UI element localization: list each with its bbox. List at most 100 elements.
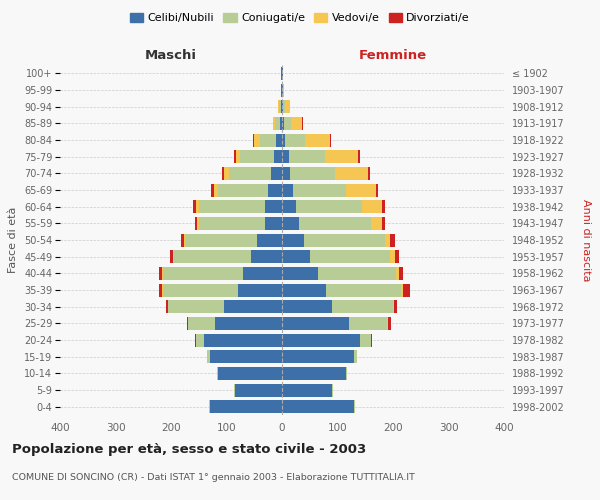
Bar <box>234 150 236 163</box>
Text: Popolazione per età, sesso e stato civile - 2003: Popolazione per età, sesso e stato civil… <box>12 442 366 456</box>
Bar <box>282 284 326 296</box>
Bar <box>302 117 303 130</box>
Bar <box>207 350 210 363</box>
Bar <box>283 84 284 96</box>
Bar <box>168 300 224 313</box>
Bar <box>272 117 275 130</box>
Bar <box>325 150 358 163</box>
Bar <box>282 300 332 313</box>
Bar <box>253 134 254 146</box>
Bar <box>170 250 173 263</box>
Bar <box>274 150 282 163</box>
Bar <box>286 134 305 146</box>
Bar <box>349 317 388 330</box>
Bar <box>222 167 224 180</box>
Bar <box>282 167 290 180</box>
Bar <box>197 217 199 230</box>
Bar <box>181 234 184 246</box>
Bar <box>210 400 282 413</box>
Bar <box>174 250 251 263</box>
Bar <box>282 317 349 330</box>
Bar <box>282 367 346 380</box>
Bar <box>282 217 299 230</box>
Bar <box>296 200 362 213</box>
Text: COMUNE DI SONCINO (CR) - Dati ISTAT 1° gennaio 2003 - Elaborazione TUTTITALIA.IT: COMUNE DI SONCINO (CR) - Dati ISTAT 1° g… <box>12 472 415 482</box>
Bar <box>260 134 277 146</box>
Bar <box>159 267 161 280</box>
Bar <box>291 117 302 130</box>
Bar <box>210 350 282 363</box>
Bar <box>393 300 394 313</box>
Bar <box>188 317 215 330</box>
Bar <box>281 100 282 113</box>
Bar <box>332 384 333 396</box>
Bar <box>290 167 335 180</box>
Bar <box>271 167 282 180</box>
Bar <box>368 167 370 180</box>
Bar <box>326 284 401 296</box>
Bar <box>310 250 390 263</box>
Bar <box>382 217 385 230</box>
Bar <box>193 200 196 213</box>
Bar <box>196 334 204 346</box>
Bar <box>299 217 371 230</box>
Bar <box>401 284 403 296</box>
Bar <box>163 284 238 296</box>
Bar <box>184 234 185 246</box>
Bar <box>282 100 283 113</box>
Bar <box>346 367 347 380</box>
Bar <box>185 234 257 246</box>
Bar <box>214 184 218 196</box>
Bar <box>283 100 286 113</box>
Bar <box>173 250 174 263</box>
Bar <box>278 100 279 113</box>
Bar <box>215 317 282 330</box>
Bar <box>284 117 291 130</box>
Bar <box>209 400 210 413</box>
Bar <box>382 200 385 213</box>
Bar <box>251 250 282 263</box>
Bar <box>280 117 282 130</box>
Bar <box>161 267 163 280</box>
Bar <box>234 384 235 396</box>
Bar <box>385 234 390 246</box>
Bar <box>305 134 330 146</box>
Bar <box>282 334 360 346</box>
Bar <box>395 250 399 263</box>
Bar <box>394 300 397 313</box>
Bar <box>282 150 289 163</box>
Legend: Celibi/Nubili, Coniugati/e, Vedovi/e, Divorziati/e: Celibi/Nubili, Coniugati/e, Vedovi/e, Di… <box>128 10 472 26</box>
Bar <box>199 200 265 213</box>
Bar <box>346 184 376 196</box>
Bar <box>286 100 290 113</box>
Bar <box>196 217 197 230</box>
Bar <box>398 267 403 280</box>
Bar <box>218 367 282 380</box>
Bar <box>282 400 354 413</box>
Bar <box>304 234 385 246</box>
Bar <box>371 334 373 346</box>
Bar <box>376 184 378 196</box>
Bar <box>275 117 280 130</box>
Y-axis label: Fasce di età: Fasce di età <box>8 207 19 273</box>
Bar <box>293 184 346 196</box>
Bar <box>390 250 395 263</box>
Text: Femmine: Femmine <box>359 48 427 62</box>
Bar <box>335 167 368 180</box>
Bar <box>332 300 393 313</box>
Bar <box>229 167 271 180</box>
Bar <box>403 284 410 296</box>
Bar <box>195 334 196 346</box>
Bar <box>318 267 396 280</box>
Bar <box>289 150 325 163</box>
Bar <box>282 350 354 363</box>
Bar <box>241 150 274 163</box>
Bar <box>217 367 218 380</box>
Bar <box>396 267 398 280</box>
Bar <box>371 217 382 230</box>
Bar <box>204 334 282 346</box>
Bar <box>238 284 282 296</box>
Bar <box>282 234 304 246</box>
Bar <box>163 267 243 280</box>
Bar <box>166 300 167 313</box>
